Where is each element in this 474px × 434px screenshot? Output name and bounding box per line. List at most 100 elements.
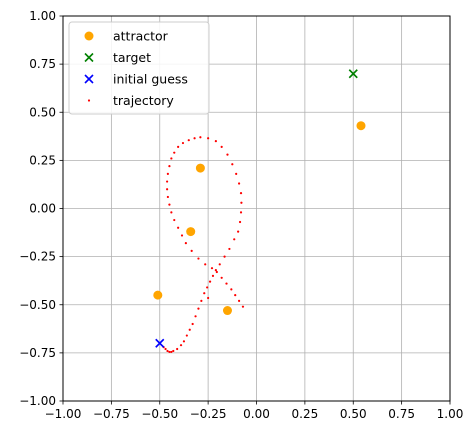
initial-guess-point-stroke — [155, 338, 165, 348]
trajectory-point — [166, 195, 169, 199]
trajectory-point — [194, 315, 197, 318]
trajectory-point — [239, 192, 243, 195]
trajectory-point — [238, 220, 242, 224]
legend-box — [68, 21, 210, 115]
y-tick-label: −0.75 — [19, 346, 56, 360]
target-point-stroke — [348, 69, 358, 79]
legend-label-target: target — [113, 50, 151, 65]
trajectory-point — [181, 141, 185, 145]
data-marks — [153, 69, 366, 354]
trajectory-point — [233, 238, 236, 241]
trajectory-point — [215, 270, 218, 274]
x-tick-label: 1.00 — [437, 407, 464, 421]
y-tick-label: 0.75 — [29, 57, 56, 71]
axis-ticks: −1.00 −0.75 −0.50 −0.25 0.00 0.25 0.50 0.75 1.00… — [19, 9, 463, 421]
legend-marker-target-stroke — [84, 52, 94, 63]
trajectory-point — [200, 299, 203, 302]
legend-label-initial-guess: initial guess — [113, 72, 188, 87]
trajectory-point — [170, 157, 173, 160]
trajectory-point — [168, 350, 171, 354]
trajectory-point — [193, 137, 196, 140]
trajectory-point — [208, 280, 212, 283]
x-tick-label: 0.00 — [243, 407, 270, 421]
initial-guess-point — [155, 338, 165, 348]
trajectory-point — [228, 247, 231, 251]
y-tick-label: −0.50 — [19, 298, 56, 312]
trajectory-point — [210, 267, 214, 270]
trajectory-point — [187, 139, 190, 142]
trajectory-point — [170, 211, 173, 214]
legend-label-attractor: attractor — [113, 29, 169, 44]
x-tick-label: 0.50 — [340, 407, 367, 421]
legend-label-trajectory: trajectory — [113, 93, 174, 108]
trajectory-point — [166, 180, 169, 183]
trajectory-point — [239, 211, 243, 214]
trajectory-point — [190, 249, 193, 252]
trajectory-point — [188, 328, 191, 331]
trajectory-point — [203, 292, 206, 295]
trajectory-point — [223, 255, 226, 258]
trajectory-point — [166, 349, 169, 353]
trajectory-point — [176, 347, 179, 351]
trajectory-point — [220, 145, 223, 148]
y-tick-label: 0.50 — [29, 105, 56, 119]
x-tick-label: 0.25 — [292, 407, 319, 421]
trajectory-point — [166, 172, 169, 175]
x-tick-label: 0.75 — [388, 407, 415, 421]
trajectory-point — [237, 182, 241, 185]
trajectory-point — [199, 136, 202, 139]
x-tick-label: −0.25 — [190, 407, 227, 421]
trajectory-point — [230, 288, 233, 291]
legend-marker-target — [84, 52, 94, 63]
trajectory-point — [173, 218, 176, 222]
trajectory-point — [170, 350, 173, 354]
trajectory-point — [241, 305, 245, 308]
trajectory-point — [206, 286, 209, 289]
trajectory-point — [172, 349, 175, 353]
legend: attractor target initial guess trajectory — [68, 21, 210, 115]
trajectory-point — [180, 234, 184, 237]
trajectory-point — [185, 334, 188, 337]
trajectory-point — [197, 307, 200, 310]
trajectory-point — [197, 257, 200, 260]
trajectory-point — [204, 263, 207, 266]
series-target — [348, 69, 358, 79]
legend-marker-initial-guess-stroke — [84, 74, 94, 84]
trajectory-point — [211, 274, 215, 277]
trajectory-point — [225, 282, 228, 285]
x-tick-label: −1.00 — [45, 407, 82, 421]
trajectory-point — [184, 242, 187, 245]
attractor-point — [195, 163, 205, 173]
trajectory-point — [214, 140, 217, 143]
y-tick-label: 0.25 — [29, 153, 56, 167]
trajectory-point — [173, 151, 176, 154]
trajectory-point — [226, 153, 229, 156]
trajectory-point — [218, 263, 221, 266]
x-tick-label: −0.75 — [93, 407, 130, 421]
series-initial-guess — [155, 338, 165, 348]
legend-marker-trajectory — [87, 99, 91, 102]
y-tick-label: 0.00 — [29, 202, 56, 216]
trajectory-point — [177, 226, 180, 229]
trajectory-point — [234, 294, 237, 297]
trajectory-point — [177, 145, 180, 148]
x-tick-label: −0.50 — [141, 407, 178, 421]
series-trajectory — [162, 136, 245, 354]
trajectory-point — [179, 344, 183, 347]
trajectory-point — [207, 137, 210, 140]
y-tick-label: 1.00 — [29, 9, 56, 23]
series-attractor — [153, 121, 366, 316]
trajectory-point — [164, 347, 167, 351]
y-tick-label: −1.00 — [19, 394, 56, 408]
attractor-point — [153, 290, 163, 300]
trajectory-point — [237, 299, 241, 302]
trajectory-point — [235, 172, 238, 175]
y-tick-label: −0.25 — [19, 250, 56, 264]
trajectory-point — [168, 165, 171, 168]
trajectory-point — [214, 269, 217, 272]
target-point — [348, 69, 358, 79]
trajectory-point — [231, 163, 234, 166]
legend-marker-attractor — [84, 31, 94, 41]
attractor-point — [186, 227, 196, 237]
